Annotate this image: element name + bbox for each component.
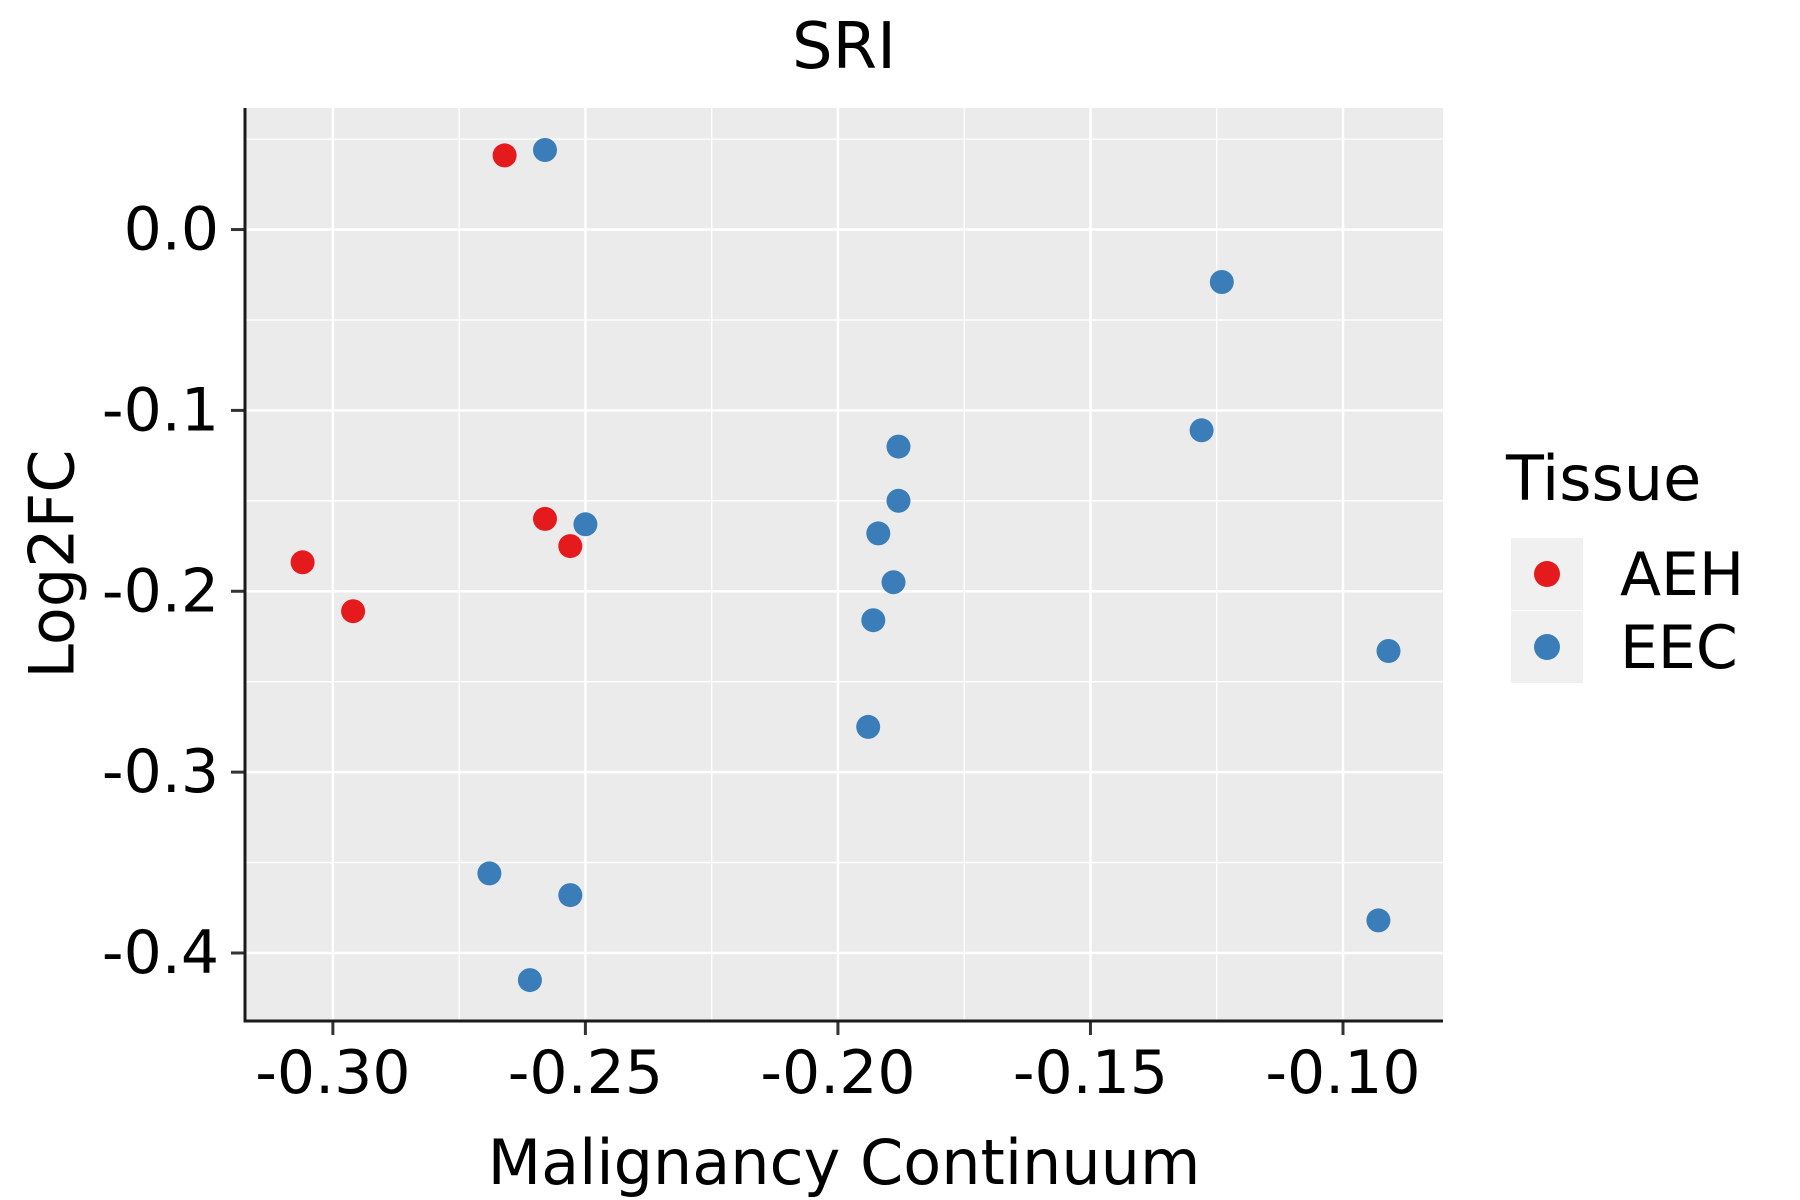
legend-marker-aeh-icon: [1534, 561, 1560, 587]
data-point-eec: [533, 138, 557, 162]
data-point-aeh: [341, 599, 366, 624]
x-tick-label: -0.20: [760, 1038, 915, 1108]
legend-marker-eec-icon: [1534, 634, 1560, 660]
data-point-eec: [866, 521, 891, 546]
x-tick-label: -0.30: [255, 1038, 410, 1108]
data-points-layer: [290, 138, 1401, 993]
x-tick-label: -0.25: [508, 1038, 663, 1108]
data-point-eec: [1366, 908, 1391, 933]
data-point-aeh: [533, 506, 557, 531]
data-point-eec: [886, 488, 911, 513]
x-axis-title: Malignancy Continuum: [488, 1126, 1201, 1199]
x-tick-label: -0.15: [1013, 1038, 1168, 1108]
legend: Tissue AEH EEC: [1505, 442, 1744, 683]
y-axis-title: Log2FC: [16, 449, 89, 678]
data-point-aeh: [290, 550, 315, 575]
plot-panel: [245, 108, 1443, 1021]
data-point-eec: [477, 861, 502, 886]
data-point-eec: [1376, 639, 1401, 663]
data-point-eec: [856, 714, 881, 739]
legend-title: Tissue: [1505, 442, 1701, 515]
y-tick-label: -0.4: [102, 918, 219, 988]
data-point-eec: [558, 883, 583, 908]
x-tick-label: -0.10: [1265, 1038, 1420, 1108]
y-tick-label: 0.0: [124, 195, 219, 265]
data-point-eec: [573, 512, 598, 537]
y-tick-label: -0.1: [102, 375, 219, 445]
legend-label-eec: EEC: [1620, 613, 1738, 683]
plot-title: SRI: [792, 10, 896, 84]
data-point-eec: [881, 570, 906, 595]
minor-gridlines: [245, 108, 1443, 1021]
y-axis-ticks: 0.0 -0.1 -0.2 -0.3 -0.4: [102, 195, 244, 988]
y-tick-label: -0.2: [102, 556, 219, 626]
legend-label-aeh: AEH: [1620, 540, 1744, 610]
data-point-eec: [861, 608, 886, 633]
data-point-eec: [1189, 418, 1214, 443]
x-axis-ticks: -0.30 -0.25 -0.20 -0.15 -0.10: [255, 1022, 1421, 1108]
y-tick-label: -0.3: [102, 737, 219, 807]
data-point-eec: [1209, 270, 1234, 294]
major-gridlines: [245, 108, 1443, 1021]
data-point-aeh: [558, 534, 583, 559]
data-point-aeh: [492, 143, 517, 168]
data-point-eec: [886, 434, 911, 459]
data-point-eec: [517, 968, 542, 993]
